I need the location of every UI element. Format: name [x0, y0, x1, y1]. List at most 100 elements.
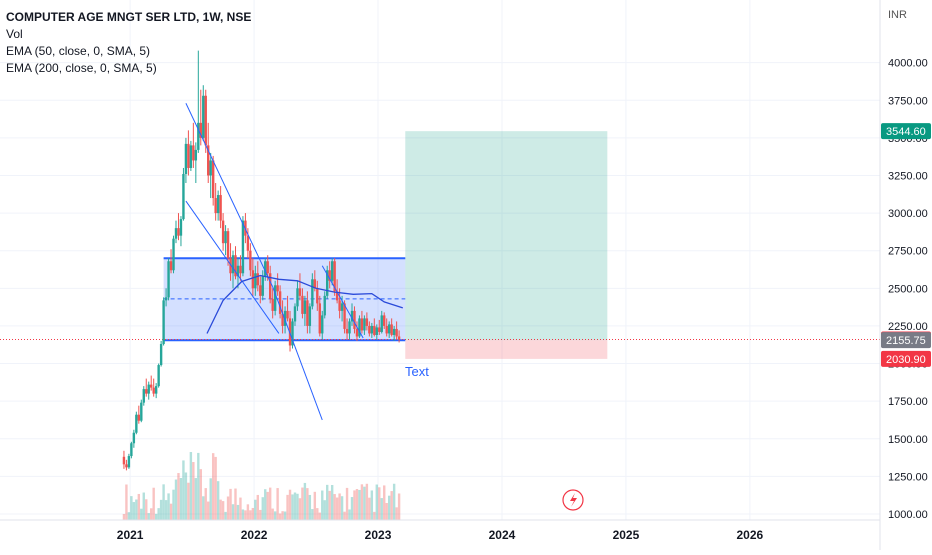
x-tick-label: 2022: [241, 528, 268, 542]
candle-body: [345, 328, 349, 334]
volume-bar: [167, 493, 170, 520]
volume-bar: [145, 499, 148, 520]
trendline: [321, 265, 364, 339]
x-tick-label: 2023: [365, 528, 392, 542]
candle-body: [395, 328, 398, 337]
candle-body: [328, 270, 331, 281]
volume-bar: [159, 499, 163, 520]
volume-bar: [140, 508, 143, 520]
candle-body: [214, 198, 217, 214]
candle-body: [316, 288, 319, 304]
symbol-title[interactable]: COMPUTER AGE MNGT SER LTD, 1W, NSE: [6, 10, 252, 24]
candle-body: [375, 327, 378, 335]
indicator-vol[interactable]: Vol: [6, 27, 23, 41]
candle-body: [340, 303, 344, 311]
price-label: 2155.75: [886, 335, 926, 347]
volume-bar: [373, 511, 376, 520]
candle-body: [231, 255, 235, 274]
x-tick-label: 2021: [117, 528, 144, 542]
volume-bar: [197, 452, 200, 520]
volume-bar: [261, 497, 264, 520]
x-tick-label: 2026: [737, 528, 764, 542]
volume-bar: [251, 507, 255, 520]
volume-bar: [283, 511, 287, 520]
volume-bar: [353, 490, 356, 520]
indicator-ema-200[interactable]: EMA (200, close, 0, SMA, 5): [6, 61, 157, 75]
candle-body: [197, 122, 200, 150]
candle-body: [350, 310, 354, 322]
candle-body: [370, 325, 374, 334]
volume-bar: [226, 496, 230, 520]
volume-bar: [383, 485, 386, 520]
volume-bar: [229, 488, 232, 520]
text-annotation[interactable]: Text: [405, 364, 429, 379]
volume-bar: [286, 494, 289, 520]
volume-bar: [397, 493, 401, 520]
y-tick-label: 1000.00: [888, 509, 928, 521]
candle-body: [152, 387, 155, 394]
candle-body: [127, 456, 131, 468]
volume-bar: [358, 489, 361, 520]
candle-body: [283, 310, 287, 326]
candle-body: [303, 300, 307, 314]
candle-body: [234, 255, 237, 277]
y-tick-label: 1750.00: [888, 396, 928, 408]
stop-zone: [405, 340, 608, 359]
volume-bar: [321, 490, 324, 520]
volume-bar: [154, 513, 158, 520]
volume-bar: [345, 487, 349, 520]
volume-bar: [130, 496, 133, 520]
candle-body: [125, 464, 128, 468]
drawings: [0, 131, 880, 359]
volume-bar: [199, 469, 202, 520]
candle-body: [373, 325, 376, 335]
lightning-icon[interactable]: [562, 489, 584, 511]
volume-bar: [311, 509, 314, 520]
volume-bar: [368, 497, 371, 520]
candle-body: [226, 231, 230, 259]
volume-bar: [231, 504, 235, 520]
candle-body: [276, 285, 279, 292]
candle-body: [154, 386, 158, 394]
candle-body: [308, 306, 312, 326]
volume-bar: [395, 507, 398, 520]
candle-body: [318, 303, 321, 334]
volume-bar: [214, 456, 217, 520]
candle-body: [169, 261, 173, 271]
ema-line: [206, 274, 403, 334]
volume-bars: [122, 452, 401, 520]
candle-body: [330, 261, 334, 281]
volume-bar: [157, 508, 160, 520]
candle-body: [150, 384, 153, 388]
candle-body: [385, 325, 388, 334]
candle-body: [179, 219, 183, 236]
candle-body: [365, 318, 369, 326]
candle-body: [368, 325, 371, 334]
candle-body: [236, 265, 240, 277]
volume-bar: [271, 508, 274, 520]
candle-body: [189, 145, 193, 168]
candle-body: [338, 300, 341, 311]
volume-bar: [323, 500, 326, 520]
time-axis[interactable]: 2021 2022 2023 2024 2025 2026: [0, 519, 880, 542]
volume-bar: [219, 499, 222, 520]
indicator-ema-50[interactable]: EMA (50, close, 0, SMA, 5): [6, 44, 151, 58]
volume-bar: [363, 486, 366, 520]
volume-bar: [122, 514, 126, 520]
candle-body: [397, 336, 401, 340]
volume-bar: [202, 496, 205, 520]
candle-body: [194, 149, 198, 161]
volume-bar: [387, 495, 391, 520]
candle-body: [273, 285, 277, 311]
volume-bar: [135, 499, 138, 520]
volume-bar: [204, 488, 207, 520]
price-axis[interactable]: 1000.001250.001500.001750.002000.002250.…: [879, 0, 928, 550]
volume-bar: [316, 508, 319, 520]
x-tick-label: 2024: [489, 528, 516, 542]
candle-body: [291, 321, 294, 346]
volume-bar: [125, 484, 128, 520]
volume-bar: [239, 497, 242, 520]
